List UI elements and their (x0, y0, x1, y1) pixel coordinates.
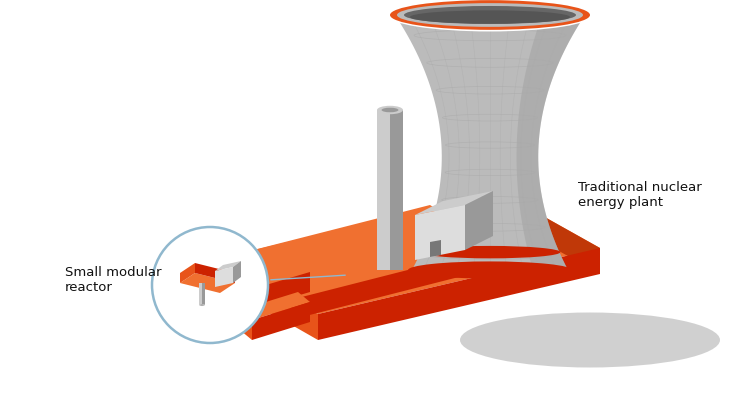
Polygon shape (180, 263, 195, 283)
Polygon shape (180, 273, 235, 293)
Ellipse shape (408, 261, 572, 278)
Polygon shape (215, 267, 233, 287)
Ellipse shape (390, 0, 590, 30)
Polygon shape (318, 248, 600, 340)
Ellipse shape (199, 304, 205, 306)
Polygon shape (415, 205, 465, 260)
Polygon shape (377, 110, 390, 270)
Polygon shape (395, 15, 585, 270)
Polygon shape (220, 258, 318, 340)
Ellipse shape (377, 106, 403, 114)
Text: Small modular
reactor: Small modular reactor (65, 266, 161, 294)
Ellipse shape (404, 6, 576, 24)
Polygon shape (242, 272, 310, 312)
Polygon shape (222, 258, 310, 292)
Polygon shape (195, 263, 235, 283)
Ellipse shape (387, 0, 593, 32)
Ellipse shape (397, 3, 583, 27)
Polygon shape (222, 278, 242, 312)
Polygon shape (202, 283, 205, 305)
Polygon shape (517, 15, 585, 270)
Ellipse shape (410, 10, 570, 24)
Polygon shape (290, 247, 498, 320)
Polygon shape (240, 310, 252, 340)
Polygon shape (415, 191, 493, 215)
Polygon shape (465, 191, 493, 250)
Text: Traditional nuclear
energy plant: Traditional nuclear energy plant (578, 181, 702, 209)
Polygon shape (240, 292, 310, 320)
Ellipse shape (460, 312, 720, 368)
Ellipse shape (200, 304, 204, 305)
Circle shape (152, 227, 268, 343)
Polygon shape (500, 192, 600, 274)
Polygon shape (215, 261, 241, 271)
Polygon shape (390, 110, 403, 270)
Polygon shape (220, 192, 600, 314)
Ellipse shape (420, 246, 560, 258)
Polygon shape (199, 283, 202, 305)
Polygon shape (222, 205, 498, 300)
Polygon shape (430, 240, 441, 257)
Polygon shape (233, 261, 241, 283)
Polygon shape (222, 258, 290, 320)
Polygon shape (252, 302, 310, 340)
Ellipse shape (382, 108, 398, 112)
